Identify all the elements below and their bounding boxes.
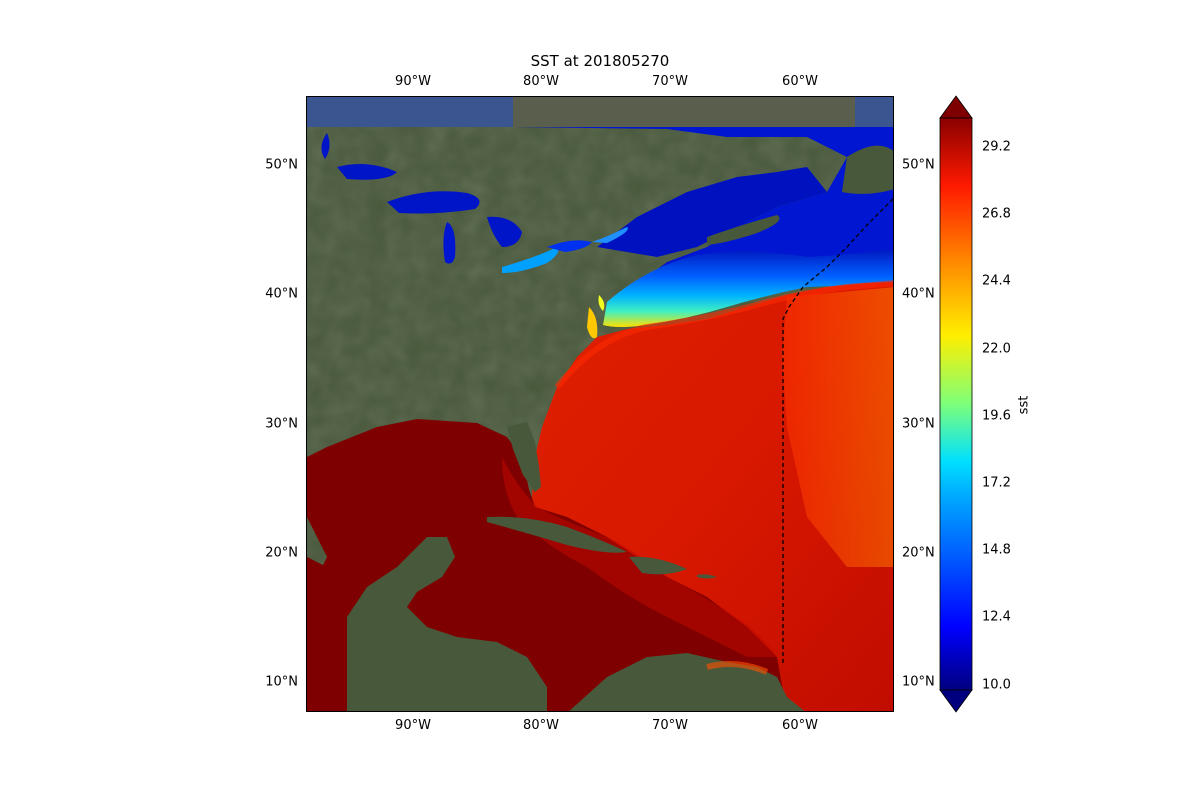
lat-tick-left: 10°N bbox=[265, 674, 298, 690]
lon-tick-bottom: 80°W bbox=[523, 718, 559, 733]
top-ocean-strip-right bbox=[855, 97, 893, 127]
lat-tick-left: 40°N bbox=[265, 286, 298, 302]
colorbar-tick: 12.4 bbox=[982, 609, 1011, 625]
lat-tick-left: 50°N bbox=[265, 157, 298, 173]
top-ocean-strip bbox=[307, 97, 513, 127]
lake-erie bbox=[502, 247, 559, 273]
sst-map bbox=[306, 96, 894, 712]
venezuela-coastal-warm bbox=[706, 660, 769, 675]
colorbar-tick: 17.2 bbox=[982, 475, 1011, 491]
lon-tick-bottom: 60°W bbox=[782, 718, 818, 733]
gulf-st-lawrence bbox=[597, 167, 827, 257]
colorbar-tick: 29.2 bbox=[982, 139, 1011, 155]
lat-tick-right: 10°N bbox=[902, 674, 935, 690]
newfoundland bbox=[842, 145, 893, 194]
lake-ontario bbox=[547, 240, 592, 252]
mexico-west-coast bbox=[307, 557, 347, 711]
puerto-rico bbox=[697, 574, 717, 579]
atlantic-east-warm bbox=[782, 287, 893, 567]
colorbar-extend-top bbox=[939, 95, 973, 119]
shelf-waters bbox=[603, 249, 893, 327]
lon-tick-bottom: 70°W bbox=[652, 718, 688, 733]
chesapeake-bay bbox=[587, 307, 598, 339]
sst-map-svg bbox=[307, 97, 893, 711]
chart-title: SST at 201805270 bbox=[530, 52, 670, 70]
lat-tick-right: 50°N bbox=[902, 157, 935, 173]
florida bbox=[507, 422, 541, 492]
lat-tick-right: 30°N bbox=[902, 416, 935, 432]
delaware-bay bbox=[598, 295, 605, 311]
gulf-stream-edge bbox=[554, 280, 893, 389]
yucatan bbox=[347, 537, 547, 711]
lake-superior bbox=[387, 191, 480, 214]
lat-tick-left: 20°N bbox=[265, 545, 298, 561]
colorbar-extend-bottom bbox=[939, 689, 973, 713]
lake-michigan bbox=[443, 222, 456, 264]
lon-tick-top: 70°W bbox=[652, 74, 688, 89]
ship-track bbox=[782, 198, 893, 663]
st-lawrence-river bbox=[592, 227, 628, 243]
colorbar-tick: 26.8 bbox=[982, 206, 1011, 222]
cuba bbox=[487, 516, 627, 553]
hispaniola bbox=[629, 556, 687, 575]
lat-tick-left: 30°N bbox=[265, 416, 298, 432]
colorbar-label: sst bbox=[1016, 395, 1032, 415]
nova-scotia bbox=[707, 215, 780, 245]
colorbar-tick: 10.0 bbox=[982, 677, 1011, 693]
lon-tick-bottom: 90°W bbox=[395, 718, 431, 733]
colorbar-tick: 14.8 bbox=[982, 542, 1011, 558]
lat-tick-right: 20°N bbox=[902, 545, 935, 561]
colorbar-gradient bbox=[939, 117, 973, 691]
northern-lakes-2 bbox=[321, 133, 330, 159]
lat-tick-right: 40°N bbox=[902, 286, 935, 302]
colorbar-tick: 24.4 bbox=[982, 273, 1011, 289]
lon-tick-top: 90°W bbox=[395, 74, 431, 89]
lake-huron bbox=[487, 216, 522, 247]
colorbar bbox=[939, 95, 973, 713]
colorbar-tick: 19.6 bbox=[982, 408, 1011, 424]
lon-tick-top: 60°W bbox=[782, 74, 818, 89]
lon-tick-top: 80°W bbox=[523, 74, 559, 89]
colorbar-tick: 22.0 bbox=[982, 341, 1011, 357]
northern-lakes bbox=[337, 163, 397, 180]
